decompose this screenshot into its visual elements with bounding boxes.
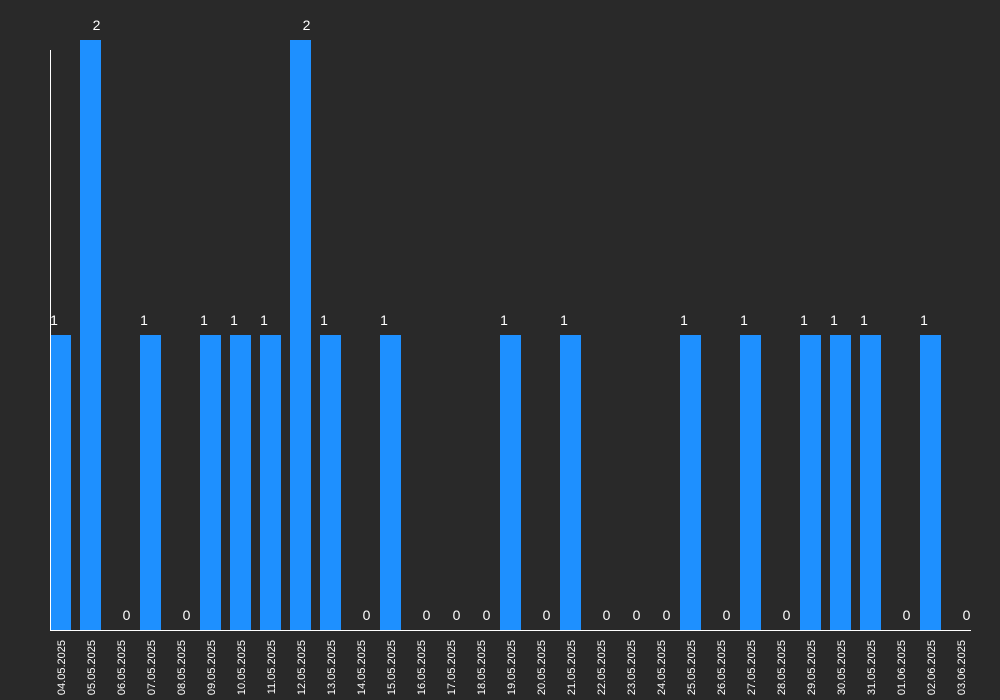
data-label-27.05.2025: 1 <box>740 312 748 328</box>
data-label-15.05.2025: 1 <box>380 312 388 328</box>
data-label-25.05.2025: 1 <box>680 312 688 328</box>
data-label-07.05.2025: 1 <box>140 312 148 328</box>
data-label-23.05.2025: 0 <box>633 607 641 623</box>
bar-27.05.2025 <box>740 335 761 630</box>
x-tick-label-01.06.2025: 01.06.2025 <box>896 640 908 695</box>
x-tick-label-13.05.2025: 13.05.2025 <box>326 640 338 695</box>
x-tick-label-05.05.2025: 05.05.2025 <box>86 640 98 695</box>
x-tick-label-18.05.2025: 18.05.2025 <box>476 640 488 695</box>
data-label-14.05.2025: 0 <box>363 607 371 623</box>
x-tick-label-08.05.2025: 08.05.2025 <box>176 640 188 695</box>
data-label-29.05.2025: 1 <box>800 312 808 328</box>
bar-25.05.2025 <box>680 335 701 630</box>
data-label-01.06.2025: 0 <box>903 607 911 623</box>
x-tick-label-07.05.2025: 07.05.2025 <box>146 640 158 695</box>
x-tick-label-27.05.2025: 27.05.2025 <box>746 640 758 695</box>
data-label-09.05.2025: 1 <box>200 312 208 328</box>
x-tick-label-28.05.2025: 28.05.2025 <box>776 640 788 695</box>
data-label-21.05.2025: 1 <box>560 312 568 328</box>
x-tick-label-31.05.2025: 31.05.2025 <box>866 640 878 695</box>
bar-05.05.2025 <box>80 40 101 630</box>
data-label-17.05.2025: 0 <box>453 607 461 623</box>
data-label-31.05.2025: 1 <box>860 312 868 328</box>
x-tick-label-03.06.2025: 03.06.2025 <box>956 640 968 695</box>
data-label-06.05.2025: 0 <box>123 607 131 623</box>
bar-31.05.2025 <box>860 335 881 630</box>
x-tick-label-04.05.2025: 04.05.2025 <box>56 640 68 695</box>
x-tick-label-25.05.2025: 25.05.2025 <box>686 640 698 695</box>
data-label-18.05.2025: 0 <box>483 607 491 623</box>
x-tick-label-11.05.2025: 11.05.2025 <box>266 640 278 694</box>
x-tick-label-14.05.2025: 14.05.2025 <box>356 640 368 695</box>
x-tick-label-16.05.2025: 16.05.2025 <box>416 640 428 695</box>
x-tick-label-17.05.2025: 17.05.2025 <box>446 640 458 695</box>
x-tick-label-30.05.2025: 30.05.2025 <box>836 640 848 695</box>
x-tick-label-21.05.2025: 21.05.2025 <box>566 640 578 695</box>
data-label-16.05.2025: 0 <box>423 607 431 623</box>
data-label-24.05.2025: 0 <box>663 607 671 623</box>
data-label-02.06.2025: 1 <box>920 312 928 328</box>
bar-12.05.2025 <box>290 40 311 630</box>
data-label-04.05.2025: 1 <box>50 312 58 328</box>
x-tick-label-02.06.2025: 02.06.2025 <box>926 640 938 695</box>
bar-02.06.2025 <box>920 335 941 630</box>
x-tick-label-06.05.2025: 06.05.2025 <box>116 640 128 695</box>
bar-15.05.2025 <box>380 335 401 630</box>
data-label-08.05.2025: 0 <box>183 607 191 623</box>
data-label-26.05.2025: 0 <box>723 607 731 623</box>
bar-04.05.2025 <box>50 335 71 630</box>
x-tick-label-24.05.2025: 24.05.2025 <box>656 640 668 695</box>
data-label-03.06.2025: 0 <box>963 607 971 623</box>
data-label-10.05.2025: 1 <box>230 312 238 328</box>
bar-19.05.2025 <box>500 335 521 630</box>
data-label-22.05.2025: 0 <box>603 607 611 623</box>
bar-11.05.2025 <box>260 335 281 630</box>
x-tick-label-26.05.2025: 26.05.2025 <box>716 640 728 695</box>
data-label-05.05.2025: 2 <box>93 17 101 33</box>
data-label-12.05.2025: 2 <box>303 17 311 33</box>
x-tick-label-22.05.2025: 22.05.2025 <box>596 640 608 695</box>
x-tick-label-15.05.2025: 15.05.2025 <box>386 640 398 695</box>
bar-09.05.2025 <box>200 335 221 630</box>
x-tick-label-20.05.2025: 20.05.2025 <box>536 640 548 695</box>
bar-21.05.2025 <box>560 335 581 630</box>
data-label-30.05.2025: 1 <box>830 312 838 328</box>
bar-29.05.2025 <box>800 335 821 630</box>
x-tick-label-10.05.2025: 10.05.2025 <box>236 640 248 695</box>
x-tick-label-09.05.2025: 09.05.2025 <box>206 640 218 695</box>
x-tick-label-29.05.2025: 29.05.2025 <box>806 640 818 695</box>
data-label-19.05.2025: 1 <box>500 312 508 328</box>
data-label-11.05.2025: 1 <box>260 312 268 328</box>
data-label-28.05.2025: 0 <box>783 607 791 623</box>
data-label-13.05.2025: 1 <box>320 312 328 328</box>
x-tick-label-19.05.2025: 19.05.2025 <box>506 640 518 695</box>
x-tick-label-12.05.2025: 12.05.2025 <box>296 640 308 695</box>
data-label-20.05.2025: 0 <box>543 607 551 623</box>
bar-13.05.2025 <box>320 335 341 630</box>
x-tick-label-23.05.2025: 23.05.2025 <box>626 640 638 695</box>
bar-07.05.2025 <box>140 335 161 630</box>
bar-10.05.2025 <box>230 335 251 630</box>
bar-30.05.2025 <box>830 335 851 630</box>
